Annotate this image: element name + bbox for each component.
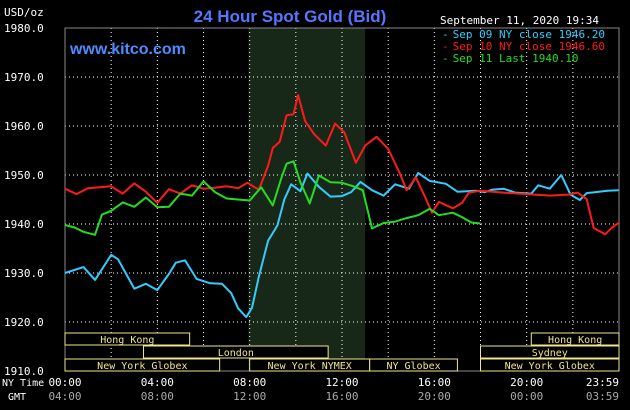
price-series <box>64 94 620 319</box>
legend-marker: - <box>442 40 449 53</box>
series-line-2 <box>64 94 620 236</box>
ny-globex-session-bar-label: New York Globex <box>97 361 187 372</box>
legend: - Sep 09 NY close 1946.20 - Sep 10 NY clos… <box>442 28 605 65</box>
x-tick-label-ny: 00:00 <box>48 376 81 389</box>
y-tick-label: 1970.0 <box>4 71 44 84</box>
unit-label: USD/oz <box>4 6 44 19</box>
hong-kong-evening-bar-label: Hong Kong <box>548 335 602 346</box>
legend-entry-sep11: - Sep 11 Last 1940.10 <box>442 52 578 65</box>
x-tick-label-ny: 16:00 <box>418 376 451 389</box>
london-session-bar-label: London <box>218 348 254 359</box>
y-tick-label: 1950.0 <box>4 169 44 182</box>
ny-globex-late-bar <box>480 358 620 372</box>
ny-globex-evening-bar <box>369 358 458 372</box>
series-line-1 <box>64 172 619 319</box>
legend-label: Sep 09 NY close 1946.20 <box>453 28 605 41</box>
y-tick-label: 1940.0 <box>4 218 44 231</box>
chart-title: 24 Hour Spot Gold (Bid) <box>194 7 387 26</box>
x-tick-label-gmt: 03:59 <box>586 390 619 403</box>
x-tick-label-gmt: 04:00 <box>48 390 81 403</box>
x-tick-label-gmt: 12:00 <box>233 390 266 403</box>
sydney-session-bar <box>480 345 620 359</box>
date-label: September 11, 2020 19:34 <box>440 14 599 27</box>
legend-marker: - <box>442 28 449 41</box>
y-axis-tick-labels: 1910.0 1920.0 1930.0 1940.0 1950.0 1960.0 1970… <box>4 22 44 378</box>
legend-label: Sep 10 NY close 1946.60 <box>453 40 605 53</box>
hong-kong-session-bar-label: Hong Kong <box>100 335 154 346</box>
x-tick-label-gmt: 20:00 <box>418 390 451 403</box>
y-tick-label: 1960.0 <box>4 120 44 133</box>
ny-globex-late-bar-label: New York Globex <box>505 361 595 372</box>
legend-entry-sep10: - Sep 10 NY close 1946.60 <box>442 40 605 53</box>
hong-kong-session-bar <box>64 332 191 346</box>
x-tick-label-gmt: 08:00 <box>141 390 174 403</box>
legend-entry-sep09: - Sep 09 NY close 1946.20 <box>442 28 605 41</box>
y-tick-label: 1910.0 <box>4 365 44 378</box>
legend-marker: - <box>442 52 449 65</box>
y-tick-label: 1930.0 <box>4 267 44 280</box>
y-tick-label: 1920.0 <box>4 316 44 329</box>
legend-label: Sep 11 Last 1940.10 <box>453 52 579 65</box>
x-tick-label-ny: 20:00 <box>510 376 543 389</box>
x-tick-label-gmt: 00:00 <box>510 390 543 403</box>
x-tick-label-ny: 12:00 <box>325 376 358 389</box>
nymex-session-highlight <box>248 28 366 371</box>
ny-globex-session-bar <box>64 358 221 372</box>
hong-kong-evening-bar <box>530 332 620 346</box>
gmt-axis-label: GMT <box>8 392 26 403</box>
market-session-bars: Hong Kong London New York Globex New York N… <box>64 332 620 372</box>
sydney-session-bar-label: Sydney <box>532 348 568 359</box>
y-tick-label: 1980.0 <box>4 22 44 35</box>
x-axis-tick-labels: 00:0004:0004:0008:0008:0012:0012:0016:00… <box>48 376 619 403</box>
nymex-session-bar-label: New York NYMEX <box>268 361 352 372</box>
website-label: www.kitco.com <box>69 41 186 58</box>
x-tick-label-ny: 08:00 <box>233 376 266 389</box>
x-tick-label-gmt: 16:00 <box>325 390 358 403</box>
x-tick-label-ny: 04:00 <box>141 376 174 389</box>
ny-globex-evening-bar-label: NY Globex <box>386 361 440 372</box>
x-tick-label-ny: 23:59 <box>586 376 619 389</box>
series-line-3 <box>64 160 481 236</box>
london-session-bar <box>142 345 329 359</box>
ny-time-axis-label: NY Time <box>2 378 44 389</box>
